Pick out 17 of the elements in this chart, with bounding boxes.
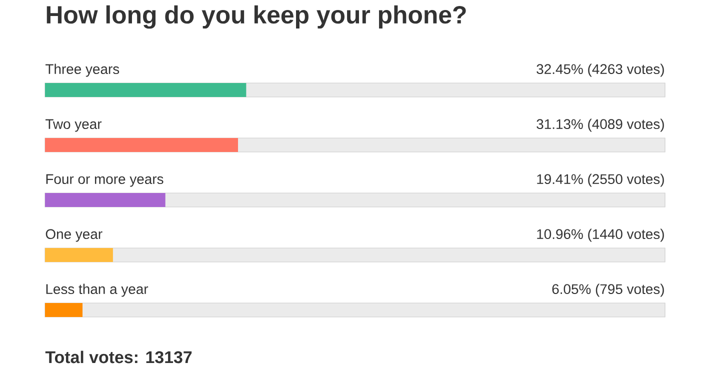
y-tick-label: Three years xyxy=(46,64,120,77)
y-tick-label: Four or more years xyxy=(46,174,164,187)
text: Total votes: 13137 xyxy=(45,350,192,364)
bar xyxy=(45,138,238,152)
y-tick-label: One year xyxy=(46,229,102,242)
y-tick-label: Two year xyxy=(46,119,102,132)
data-label: 32.45% (4263 votes) xyxy=(536,64,664,77)
bar xyxy=(45,192,166,207)
chart-title: How long do you keep your phone? xyxy=(46,5,466,29)
data-label: 31.13% (4089 votes) xyxy=(536,118,664,132)
data-label: 10.96% (1440 votes) xyxy=(537,228,664,242)
bar xyxy=(45,83,246,97)
data-label: 6.05% (795 votes) xyxy=(552,284,664,297)
y-tick-label: Less than a year xyxy=(46,284,148,297)
data-label: 19.41% (2550 votes) xyxy=(537,174,664,187)
bar xyxy=(45,302,83,317)
bar xyxy=(45,248,113,262)
